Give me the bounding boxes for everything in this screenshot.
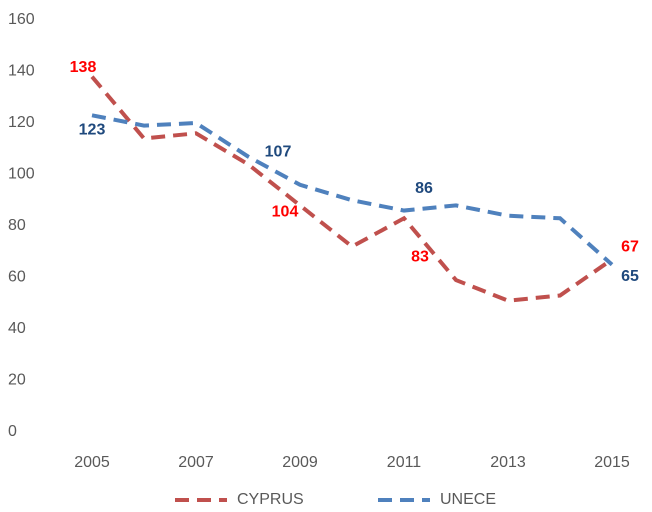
x-tick-label: 2007: [178, 454, 214, 471]
data-label: 123: [79, 121, 106, 138]
series-line: [91, 113, 614, 267]
y-tick-label: 160: [8, 11, 35, 28]
data-label: 107: [265, 144, 292, 161]
x-tick-label: 2015: [594, 454, 630, 471]
series-line: [90, 75, 614, 303]
y-tick-label: 140: [8, 63, 35, 80]
data-label: 83: [411, 248, 429, 265]
x-tick-label: 2013: [490, 454, 526, 471]
legend-label: CYPRUS: [237, 491, 304, 508]
data-label: 67: [621, 239, 639, 256]
y-tick-label: 100: [8, 166, 35, 183]
x-tick-label: 2005: [74, 454, 110, 471]
data-label: 138: [70, 59, 97, 76]
y-tick-label: 120: [8, 114, 35, 131]
x-tick-label: 2009: [282, 454, 318, 471]
x-tick-label: 2011: [387, 454, 422, 471]
y-tick-label: 40: [8, 320, 26, 337]
y-tick-label: 0: [8, 423, 17, 440]
y-tick-label: 80: [8, 217, 26, 234]
y-tick-label: 60: [8, 269, 26, 286]
data-label: 65: [621, 268, 639, 285]
legend-label: UNECE: [440, 491, 496, 508]
data-label: 86: [415, 180, 433, 197]
y-tick-label: 20: [8, 372, 26, 389]
data-label: 104: [272, 203, 299, 220]
